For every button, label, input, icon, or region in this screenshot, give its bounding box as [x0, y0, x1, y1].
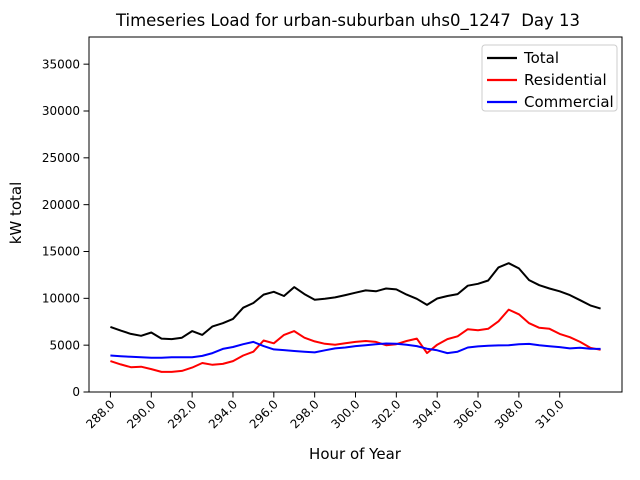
x-tick-label: 304.0 — [410, 397, 444, 431]
axes-spines — [88, 36, 623, 393]
y-tick-label: 25000 — [42, 151, 80, 165]
y-tick-label: 0 — [72, 385, 80, 399]
y-tick-label: 5000 — [49, 338, 80, 352]
y-tick-label: 35000 — [42, 57, 80, 71]
y-tick-label: 10000 — [42, 292, 80, 306]
x-tick-label: 298.0 — [288, 397, 322, 431]
series-line-residential — [110, 308, 601, 373]
data-series-lines — [110, 262, 601, 373]
x-tick-label: 310.0 — [533, 397, 567, 431]
y-axis-label: kW total — [7, 182, 25, 245]
legend-frame — [481, 44, 618, 112]
x-tick-label: 308.0 — [492, 397, 526, 431]
y-axis-ticks: 0 5000 10000 15000 20000 25000 30000 35000 — [42, 57, 89, 399]
x-tick-label: 296.0 — [247, 397, 281, 431]
series-line-total — [110, 262, 601, 341]
x-tick-label: 306.0 — [451, 397, 485, 431]
x-tick-label: 292.0 — [165, 397, 199, 431]
x-axis-ticks: 288.0 290.0 292.0 294.0 296.0 298.0 300.0 302.0… — [83, 392, 567, 431]
legend-label-commercial: Commercial — [524, 93, 614, 111]
y-tick-label: 30000 — [42, 104, 80, 118]
chart-title: Timeseries Load for urban-suburban uhs0_… — [115, 11, 580, 31]
series-line-commercial — [110, 340, 601, 359]
x-tick-label: 300.0 — [328, 397, 362, 431]
x-tick-label: 294.0 — [206, 397, 240, 431]
legend-label-total: Total — [523, 49, 559, 67]
x-axis-label: Hour of Year — [309, 445, 402, 463]
y-tick-label: 20000 — [42, 198, 80, 212]
x-tick-label: 288.0 — [83, 397, 117, 431]
legend: Total Residential Commercial — [481, 44, 618, 112]
x-tick-label: 302.0 — [369, 397, 403, 431]
legend-label-residential: Residential — [524, 71, 607, 89]
y-tick-label: 15000 — [42, 245, 80, 259]
x-tick-label: 290.0 — [124, 397, 158, 431]
